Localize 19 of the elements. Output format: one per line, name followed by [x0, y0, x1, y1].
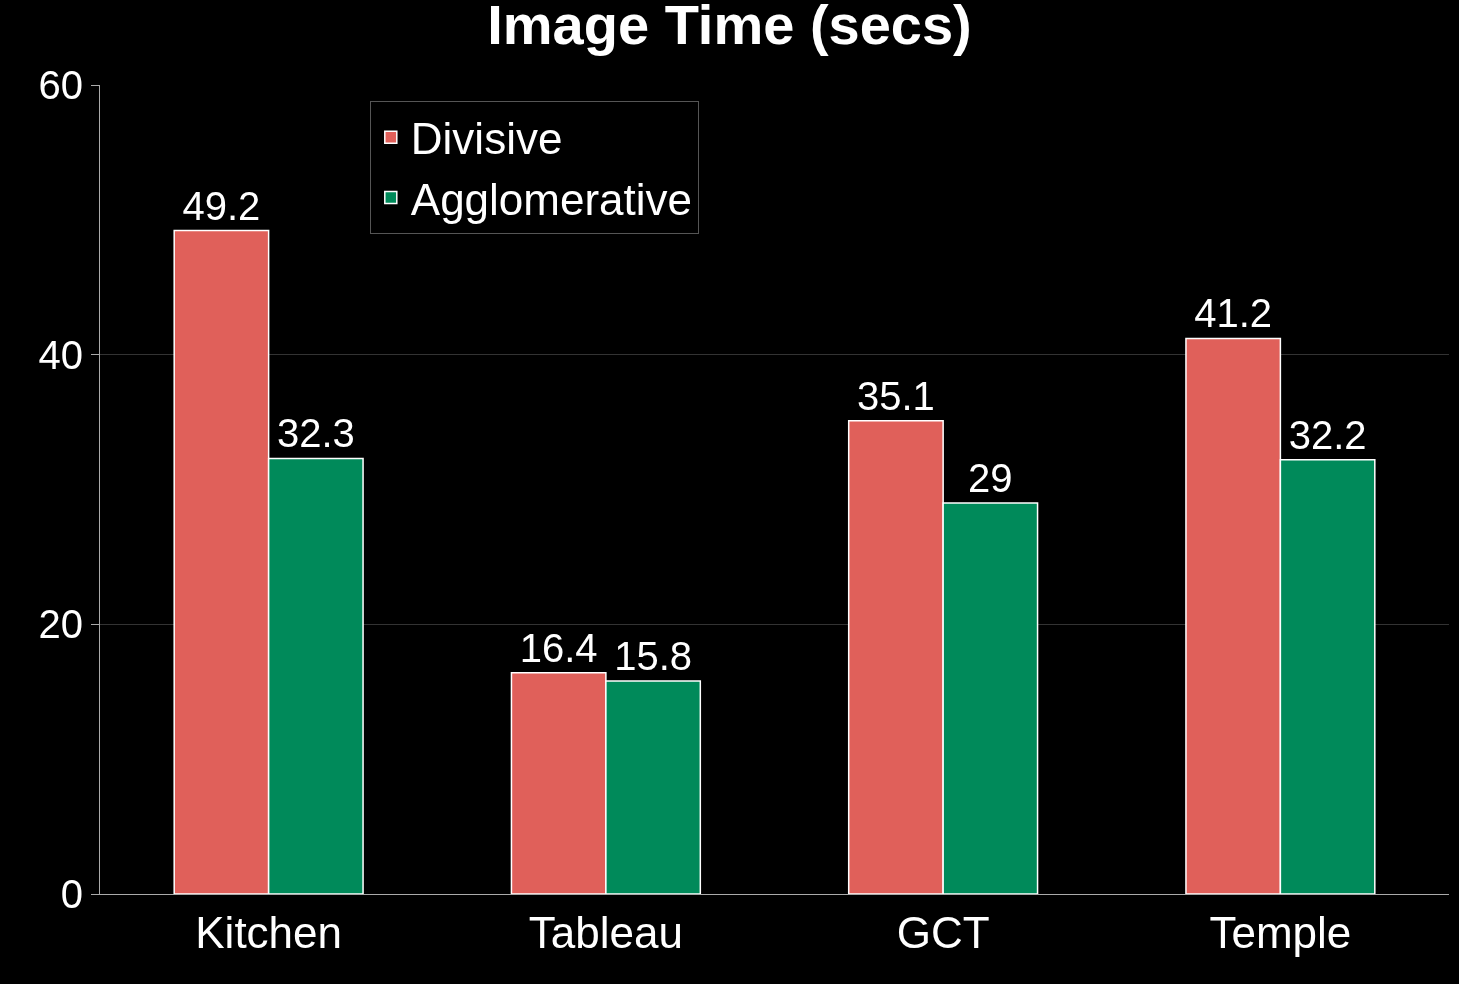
data-label: 16.4 [519, 625, 598, 670]
data-label: 15.8 [614, 633, 693, 678]
data-label: 29 [968, 455, 1013, 500]
y-tick-label: 20 [38, 602, 83, 647]
chart-title: Image Time (secs) [487, 0, 972, 57]
data-label: 32.3 [276, 411, 355, 456]
legend-label: Agglomerative [410, 174, 693, 224]
legend-label: Divisive [410, 114, 563, 164]
y-tick-label: 0 [60, 872, 83, 916]
data-label: 35.1 [856, 373, 935, 418]
x-tick-label: Kitchen [195, 907, 343, 957]
x-tick-label: Temple [1209, 907, 1352, 957]
x-tick-label: GCT [896, 907, 990, 957]
data-label: 49.2 [182, 183, 261, 228]
x-tick-label: Tableau [528, 907, 683, 957]
data-label: 32.2 [1288, 412, 1367, 457]
y-tick-label: 60 [38, 63, 83, 107]
data-label: 41.2 [1194, 291, 1273, 336]
y-tick-label: 40 [38, 332, 83, 377]
